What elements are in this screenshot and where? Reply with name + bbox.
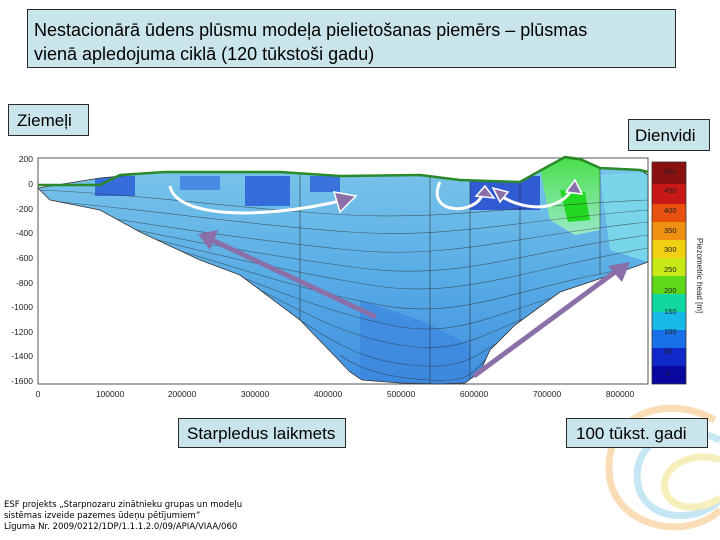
flow-arrows-surface xyxy=(168,181,576,215)
x-tick-label: 800000 xyxy=(606,389,635,399)
colorbar-tick-label: 100 xyxy=(664,327,677,336)
x-tick-label: 0 xyxy=(36,389,41,399)
y-tick-label: -1200 xyxy=(11,327,33,337)
flow-arrowheads xyxy=(332,178,584,214)
decorative-swirl-logo xyxy=(605,404,720,531)
y-tick-label: -1400 xyxy=(11,351,33,361)
x-axis: 0 100000 200000 300000 400000 500000 600… xyxy=(36,389,635,399)
y-tick-label: -800 xyxy=(16,278,33,288)
colorbar-tick-label: 350 xyxy=(664,226,677,235)
colorbar-tick-label: 0 xyxy=(666,369,670,378)
y-tick-label: -200 xyxy=(16,204,33,214)
plot-frame xyxy=(37,157,649,385)
colorbar-tick-label: 50 xyxy=(664,347,672,356)
y-tick-label: 0 xyxy=(28,179,33,189)
land-surface-line xyxy=(38,155,649,187)
interglacial-label: Starpledus laikmets xyxy=(178,418,346,448)
colorbar-tick-label: 450 xyxy=(664,186,677,195)
y-tick-label: -1000 xyxy=(11,302,33,312)
x-tick-label: 100000 xyxy=(96,389,125,399)
slide-title-line-2: vienā apledojuma ciklā (120 tūkstoši gad… xyxy=(34,44,375,64)
time-label: 100 tūkst. gadi xyxy=(566,418,708,448)
x-tick-label: 500000 xyxy=(387,389,416,399)
x-tick-label: 300000 xyxy=(241,389,270,399)
colorbar-title: Piezometric head [m] xyxy=(695,238,704,313)
footer-line-2: sistēmas izveide pazemes ūdeņu pētījumie… xyxy=(4,511,201,521)
x-tick-label: 700000 xyxy=(533,389,562,399)
groundwater-model-section: 200 0 -200 -400 -600 -800 -1000 -1200 -1… xyxy=(11,154,704,399)
colorbar-tick-label: 400 xyxy=(664,206,677,215)
y-tick-label: 200 xyxy=(19,154,33,164)
x-tick-label: 600000 xyxy=(460,389,489,399)
deep-flow-arrows xyxy=(210,237,617,379)
slide-title: Nestacionārā ūdens plūsmu modeļa pieliet… xyxy=(27,9,676,68)
deep-flow-arrowheads xyxy=(198,230,630,282)
footer-line-1: ESF projekts „Starpnozaru zinātnieku gru… xyxy=(4,500,243,510)
model-domain xyxy=(38,158,648,384)
footer-line-3: Līguma Nr. 2009/0212/1DP/1.1.1.2.0/09/AP… xyxy=(4,522,238,532)
x-tick-label: 400000 xyxy=(314,389,343,399)
colorbar-tick-label: 250 xyxy=(664,265,677,274)
colorbar-tick-label: 500 xyxy=(664,167,677,176)
north-label: Ziemeļi xyxy=(8,104,89,136)
colorbar-tick-label: 300 xyxy=(664,245,677,254)
south-label: Dienvidi xyxy=(628,119,710,151)
footer-credits: ESF projekts „Starpnozaru zinātnieku gru… xyxy=(4,500,242,533)
colorbar-tick-label: 200 xyxy=(664,286,677,295)
colorbar-tick-label: 150 xyxy=(664,307,677,316)
y-tick-label: -600 xyxy=(16,253,33,263)
y-axis: 200 0 -200 -400 -600 -800 -1000 -1200 -1… xyxy=(11,154,33,386)
x-tick-label: 200000 xyxy=(168,389,197,399)
y-tick-label: -1600 xyxy=(11,376,33,386)
slide-title-line-1: Nestacionārā ūdens plūsmu modeļa pieliet… xyxy=(34,20,588,40)
colorbar: 500 450 400 350 300 250 200 150 100 50 0… xyxy=(651,161,704,385)
y-tick-label: -400 xyxy=(16,228,33,238)
